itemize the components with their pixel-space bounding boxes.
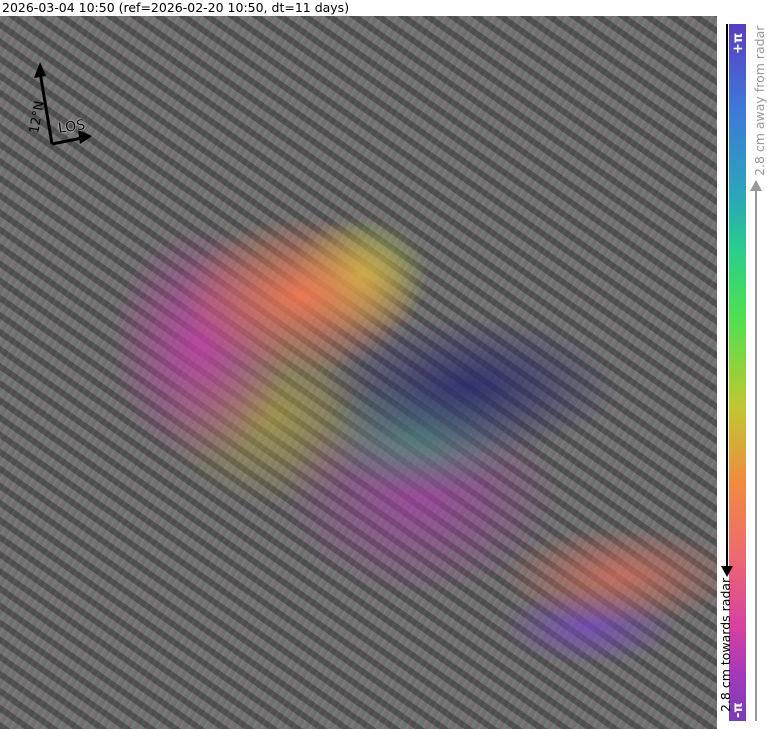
away-radar-line <box>755 190 757 721</box>
interferogram-image: 12°N LOS <box>0 16 717 729</box>
interferogram-title: 2026-03-04 10:50 (ref=2026-02-20 10:50, … <box>2 0 350 15</box>
colorbar-min-label: -π <box>731 702 746 718</box>
phase-colorbar <box>729 24 746 721</box>
los-label: LOS <box>57 117 87 137</box>
away-from-radar-label: 2.8 cm away from radar <box>752 25 767 176</box>
towards-radar-line <box>726 24 728 572</box>
colorbar-max-label: +π <box>731 32 746 54</box>
heading-label: 12°N <box>27 100 47 135</box>
towards-radar-label: 2.8 cm towards radar <box>718 577 733 712</box>
arrow-down-icon <box>721 566 733 577</box>
north-los-arrows-icon: 12°N <box>27 62 92 146</box>
arrow-up-icon <box>750 180 762 191</box>
